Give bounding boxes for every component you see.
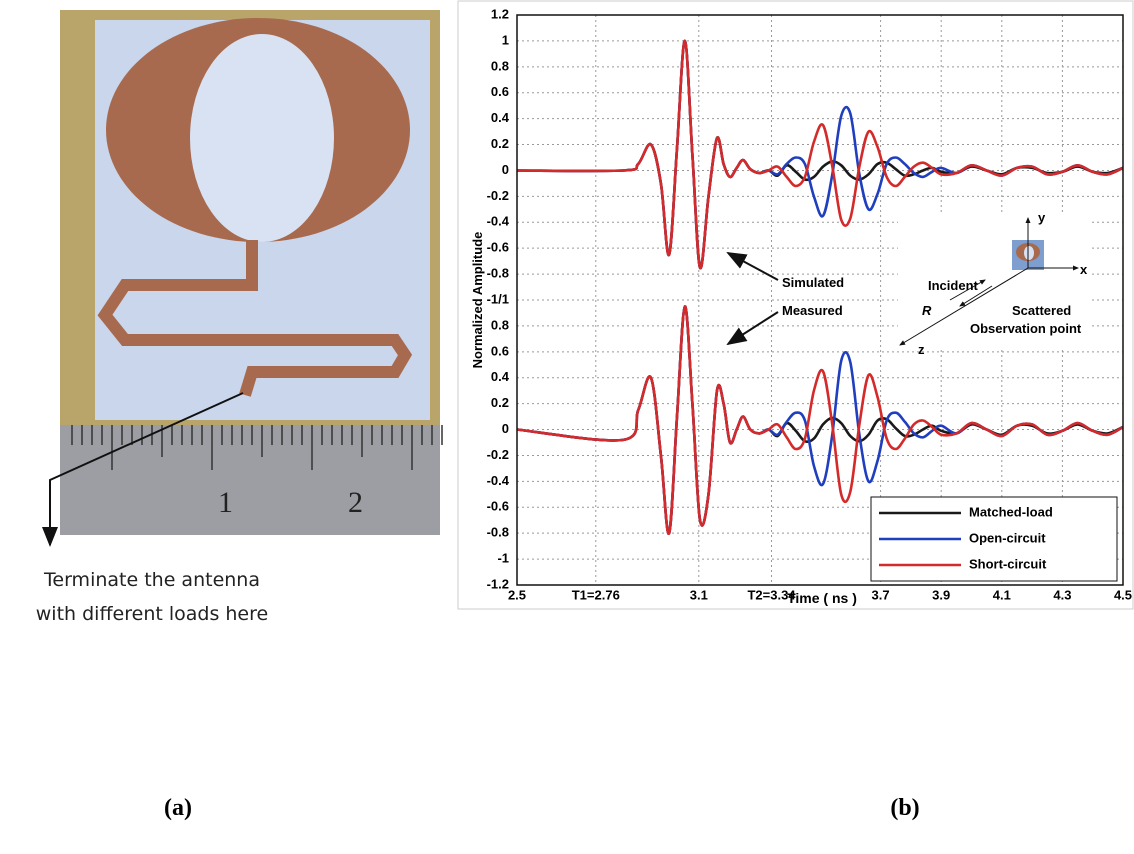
x-tick-label: 4.5 [1114,587,1132,602]
caption-line: with different loads here [36,603,268,625]
ruler-label: 2 [348,486,363,519]
inset-axis-label: z [918,342,925,357]
x-tick-label: 3.7 [872,587,890,602]
y-tick-label: -1.2 [487,576,509,591]
ruler-label: 1 [218,486,233,519]
y-tick-label: -0.6 [487,240,509,255]
y-axis-label: Normalized Amplitude [470,232,485,369]
y-tick-label: 0.2 [491,136,509,151]
y-tick-label: 0.8 [491,317,509,332]
inset-axis-label: x [1080,262,1088,277]
panel-label: (b) [890,795,919,821]
y-tick-label: -0.4 [487,214,510,229]
y-tick-label: -1 [497,551,509,566]
inset-label: Scattered [1012,303,1071,318]
inset-label: Incident [928,278,979,293]
y-tick-label: 0.2 [491,395,509,410]
y-tick-label: 0 [502,421,509,436]
figure: 1 2 Terminate the antenna with different… [0,0,1134,854]
inset-antenna-slot [1024,246,1034,260]
y-tick-label: 0.8 [491,58,509,73]
y-tick-label: 1.2 [491,6,509,21]
antenna-photo: 1 2 [60,10,442,535]
y-tick-label: 0.6 [491,84,509,99]
annotation: Measured [782,303,843,318]
annotation: Simulated [782,275,844,290]
inset-label: Observation point [970,321,1082,336]
legend-label: Matched-load [969,504,1053,519]
legend: Matched-load Open-circuit Short-circuit [871,497,1117,581]
x-axis-label: Time ( ns ) [787,590,857,606]
inset-label: R [922,303,932,318]
x-tick-label: 4.1 [993,587,1011,602]
x-tick-label: 2.5 [508,587,526,602]
antenna-slot [190,34,334,242]
y-tick-label: -0.8 [487,525,509,540]
y-tick-label: -0.8 [487,266,509,281]
x-tick-label: 4.3 [1053,587,1071,602]
y-tick-label: 0.4 [491,110,510,125]
inset: y x z Incident R Scattered Observation p… [898,210,1090,357]
y-tick-label: -0.4 [487,473,510,488]
x-tick-label: 3.9 [932,587,950,602]
y-tick-label: -0.6 [487,499,509,514]
y-tick-label: -0.2 [487,188,509,203]
panel-label: (a) [164,795,192,821]
legend-label: Open-circuit [969,530,1046,545]
y-tick-label: 1 [502,32,509,47]
ruler [60,425,440,535]
y-tick-label: -0.2 [487,447,509,462]
y-tick-label: 0.4 [491,369,510,384]
x-tick-label: T1=2.76 [572,587,620,602]
x-tick-label: 3.1 [690,587,708,602]
legend-label: Short-circuit [969,556,1047,571]
caption-line: Terminate the antenna [43,569,260,591]
y-tick-label: 0.6 [491,343,509,358]
y-tick-label: 0 [502,162,509,177]
inset-axis-label: y [1038,210,1046,225]
y-tick-label: -1/1 [487,291,509,306]
